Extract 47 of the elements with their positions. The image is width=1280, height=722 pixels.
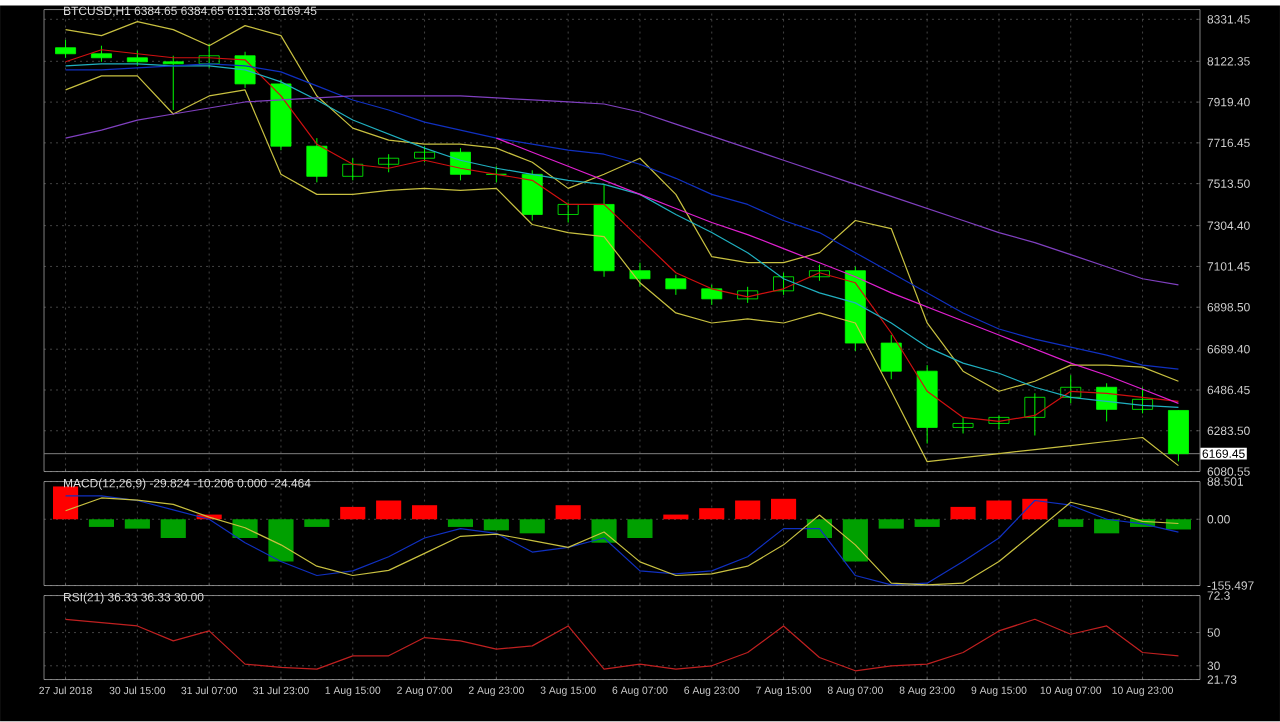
candlestick bbox=[342, 157, 364, 182]
bar bbox=[411, 505, 438, 520]
candlestick bbox=[880, 334, 902, 380]
bar bbox=[770, 499, 797, 520]
bar bbox=[268, 519, 294, 562]
bar bbox=[160, 519, 186, 539]
candlestick bbox=[701, 284, 723, 306]
bar bbox=[1094, 519, 1120, 534]
bar bbox=[376, 500, 402, 520]
bar bbox=[53, 486, 79, 520]
bar bbox=[340, 507, 366, 520]
candlestick bbox=[162, 55, 184, 111]
bar bbox=[483, 519, 509, 531]
candlestick bbox=[55, 39, 77, 59]
candlestick bbox=[1060, 374, 1082, 405]
bar bbox=[1165, 519, 1192, 530]
bar bbox=[555, 505, 581, 520]
bar bbox=[878, 519, 904, 529]
candlestick bbox=[306, 137, 328, 184]
bar bbox=[914, 519, 940, 528]
candlestick bbox=[773, 272, 794, 296]
bar bbox=[1058, 519, 1084, 528]
candlestick bbox=[198, 43, 220, 69]
bar bbox=[986, 500, 1012, 520]
bar bbox=[124, 519, 150, 529]
bar bbox=[519, 519, 545, 534]
candlestick bbox=[629, 262, 651, 288]
bar bbox=[699, 508, 725, 520]
candlestick bbox=[665, 274, 687, 296]
bar bbox=[950, 507, 976, 520]
candlestick bbox=[1168, 410, 1189, 463]
bar bbox=[88, 519, 115, 528]
bar bbox=[447, 519, 474, 528]
candlestick bbox=[557, 202, 579, 224]
candlestick bbox=[378, 153, 400, 174]
line-series bbox=[64, 618, 1180, 672]
candlestick bbox=[1132, 386, 1153, 415]
bar bbox=[627, 519, 653, 539]
bar bbox=[842, 519, 868, 562]
candlestick bbox=[521, 170, 543, 222]
candlestick bbox=[952, 417, 974, 435]
line-series bbox=[64, 75, 1180, 467]
bar bbox=[735, 500, 761, 520]
bar bbox=[304, 519, 330, 528]
bar bbox=[232, 519, 258, 539]
candlestick bbox=[988, 415, 1010, 431]
candlestick bbox=[1024, 393, 1046, 437]
